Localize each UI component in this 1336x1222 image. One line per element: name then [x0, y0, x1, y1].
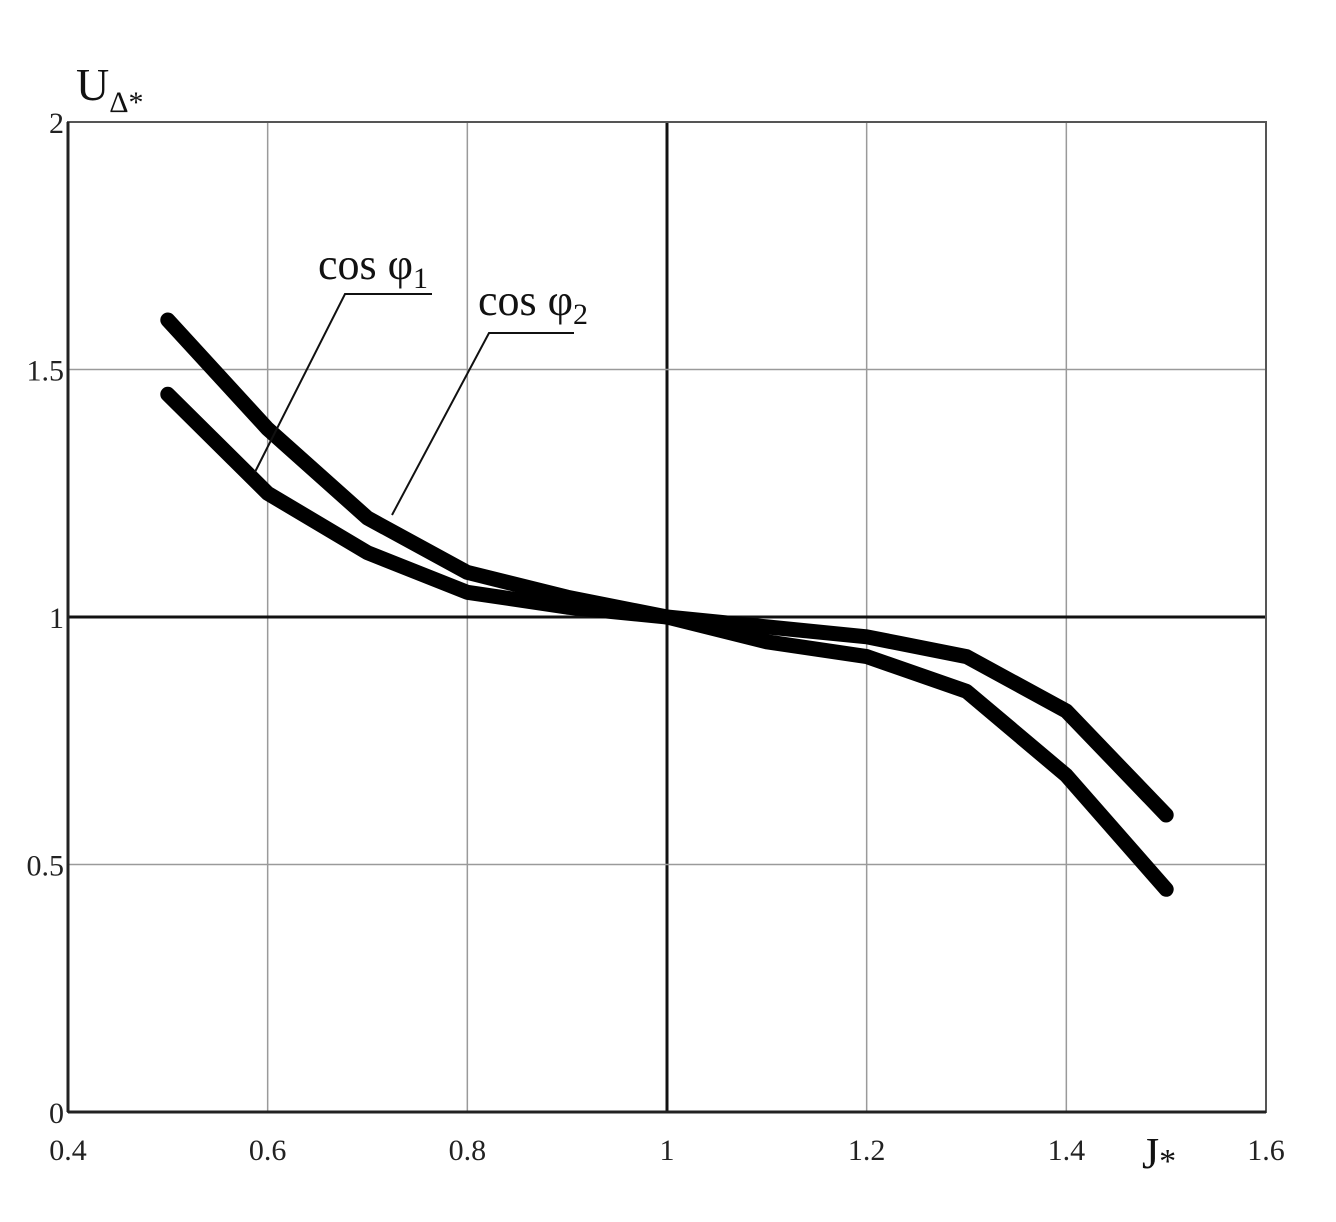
curve-label-cos-phi2: cos φ2 [478, 276, 588, 331]
x-axis-label-sub: * [1159, 1143, 1176, 1180]
series-line-2 [160, 312, 1174, 823]
x-tick-label: 0.6 [249, 1134, 287, 1167]
curve-label-cos-phi2-base: cos φ [478, 276, 573, 325]
y-axis-label-main: U [76, 59, 109, 110]
x-tick-label: 1.2 [848, 1134, 886, 1167]
x-tick-label: 1.6 [1247, 1134, 1285, 1167]
tick-labels: 0.4 0.6 0.8 1 1.2 1.4 1.6 0 0.5 1 1.5 2 [27, 107, 1285, 1167]
x-tick-label: 0.4 [49, 1134, 87, 1167]
y-axis-label-sub: Δ* [109, 86, 143, 119]
curve-label-cos-phi1-base: cos φ [318, 240, 413, 289]
x-axis-label: J* [1142, 1129, 1176, 1180]
x-tick-label: 1 [660, 1134, 675, 1167]
leader-line-cos-phi1 [254, 293, 432, 473]
y-tick-label: 1.5 [27, 355, 65, 388]
curve-label-cos-phi2-sub: 2 [573, 298, 588, 331]
y-tick-label: 0.5 [27, 850, 65, 883]
y-tick-label: 2 [49, 107, 64, 140]
axes [66, 121, 1267, 1114]
leader-line-cos-phi2 [391, 332, 574, 516]
y-tick-label: 0 [49, 1097, 64, 1130]
x-tick-label: 0.8 [449, 1134, 487, 1167]
y-axis-label: UΔ* [76, 59, 144, 119]
y-tick-label: 1 [49, 602, 64, 635]
curve-label-cos-phi1-sub: 1 [413, 262, 428, 295]
x-axis-label-main: J [1142, 1129, 1159, 1178]
series [160, 312, 1174, 897]
x-tick-label: 1.4 [1048, 1134, 1086, 1167]
curve-label-cos-phi1: cos φ1 [318, 240, 428, 295]
